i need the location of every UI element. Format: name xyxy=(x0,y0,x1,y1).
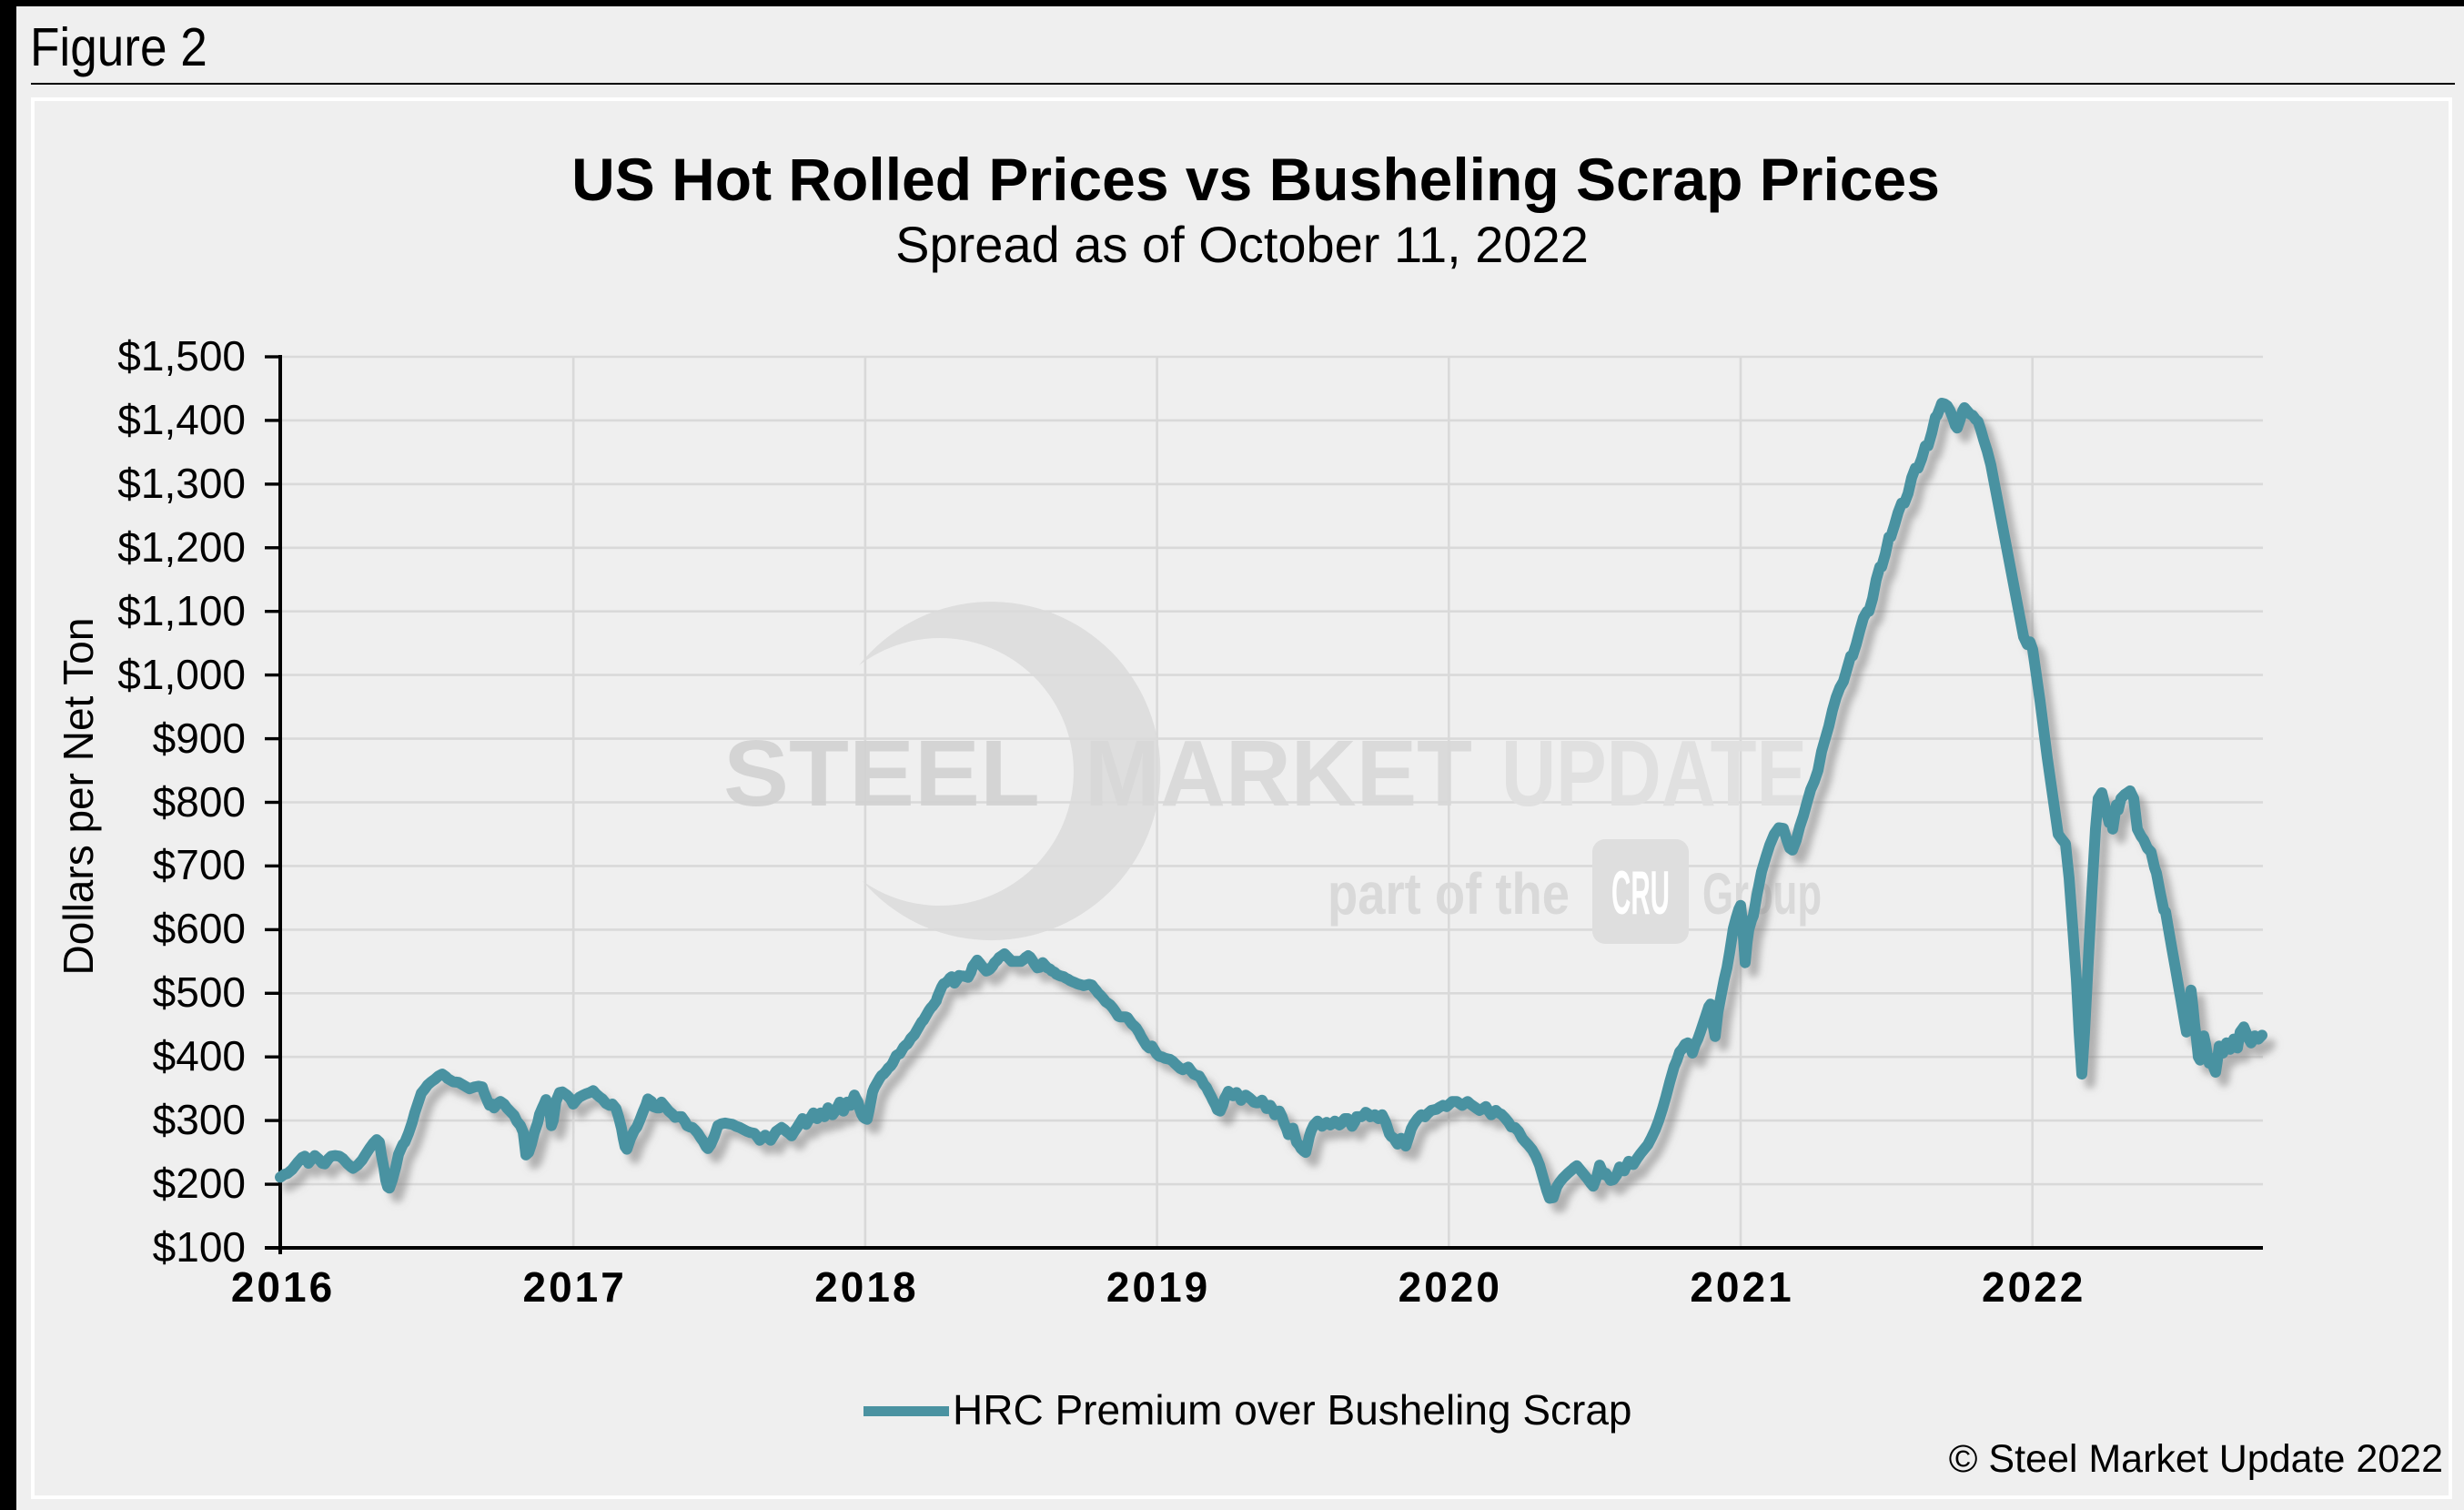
svg-text:STEEL: STEEL xyxy=(723,721,1040,826)
svg-text:CRU: CRU xyxy=(1611,858,1670,927)
svg-text:part of the: part of the xyxy=(1328,861,1570,927)
svg-text:UPDATE: UPDATE xyxy=(1501,721,1807,826)
svg-text:MARKET: MARKET xyxy=(1085,721,1472,826)
